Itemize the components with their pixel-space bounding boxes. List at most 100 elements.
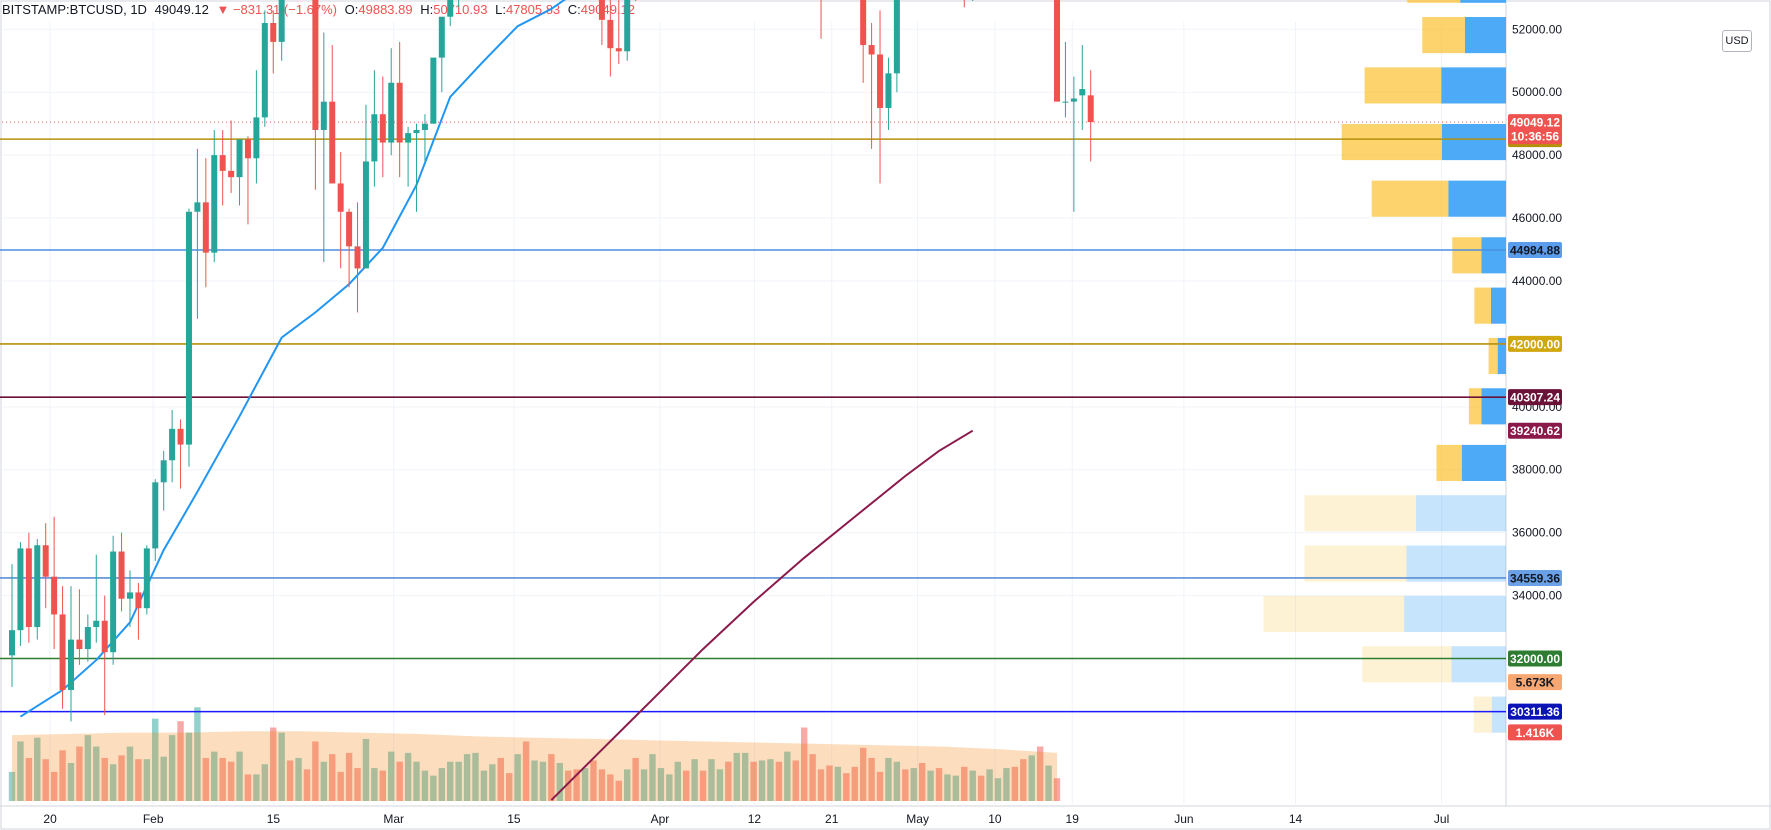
candle-body[interactable] [67, 639, 74, 690]
candle-body[interactable] [388, 82, 395, 143]
candle-body[interactable] [169, 428, 176, 461]
candle-body[interactable] [118, 551, 125, 599]
candle-body[interactable] [438, 16, 445, 58]
time-tick-label: 14 [1289, 812, 1303, 826]
volume-profile-sell-bar [1497, 337, 1506, 375]
candle-body[interactable] [607, 19, 614, 49]
candle-body[interactable] [34, 545, 41, 628]
candle-body[interactable] [194, 202, 201, 212]
candle-body[interactable] [598, 0, 605, 20]
candle-body[interactable] [346, 211, 353, 247]
candle-body[interactable] [25, 548, 32, 628]
candle-body[interactable] [143, 548, 150, 609]
candle-body[interactable] [893, 0, 900, 74]
candle-body[interactable] [320, 101, 327, 130]
candle-body[interactable] [329, 101, 336, 184]
volume-profile-sell-bar [1404, 595, 1506, 633]
volume-bar [455, 761, 462, 801]
volume-bar [607, 774, 614, 801]
candle-body[interactable] [885, 73, 892, 108]
volume-bar [202, 757, 210, 801]
price-axis: 72000.0070000.0068000.0066000.0064000.00… [1512, 22, 1562, 665]
volume-bar [640, 769, 648, 801]
candle-body[interactable] [202, 202, 209, 253]
candle-body[interactable] [615, 48, 622, 52]
candle-body[interactable] [371, 114, 378, 162]
candle-body[interactable] [1062, 101, 1069, 103]
volume-bar [868, 757, 875, 801]
candle-body[interactable] [110, 551, 117, 653]
volume-bar [598, 769, 606, 801]
candle-body[interactable] [877, 54, 884, 108]
volume-bar [472, 752, 479, 801]
candle-body[interactable] [9, 630, 15, 656]
candle-body[interactable] [185, 211, 192, 445]
volume-bar [910, 768, 917, 801]
candle-body[interactable] [362, 161, 369, 269]
current-price-label: 49049.12 [1510, 116, 1560, 130]
candle-body[interactable] [228, 170, 235, 178]
volume-bar [1036, 746, 1044, 801]
candle-body[interactable] [244, 139, 251, 159]
candle-body[interactable] [447, 0, 454, 17]
candle-body[interactable] [396, 82, 403, 143]
volume-bar [118, 755, 125, 801]
level-price-label: 32000.00 [1510, 652, 1560, 666]
time-tick-label: 19 [1066, 812, 1080, 826]
candle-body[interactable] [1054, 0, 1060, 102]
candle-body[interactable] [270, 23, 277, 42]
volume-bar [152, 718, 159, 801]
volume-profile-buy-bar [1422, 17, 1465, 54]
candle-body[interactable] [354, 246, 361, 269]
candle-body[interactable] [219, 155, 226, 171]
candle-body[interactable] [868, 45, 875, 55]
candle-body[interactable] [624, 0, 631, 52]
high-label: H: [420, 2, 434, 17]
candle-body[interactable] [261, 23, 268, 118]
currency-badge[interactable]: USD [1722, 30, 1752, 52]
candle-body[interactable] [160, 460, 167, 483]
candle-body[interactable] [177, 428, 184, 445]
candle-body[interactable] [152, 482, 159, 549]
candle-body[interactable] [860, 0, 867, 46]
candle-body[interactable] [17, 548, 24, 631]
candle-body[interactable] [51, 576, 58, 615]
volume-profile-buy-bar [1452, 237, 1482, 274]
candle-body[interactable] [59, 614, 66, 690]
candle-body[interactable] [430, 57, 437, 124]
volume-profile-sell-bar [1460, 0, 1506, 3]
bar-countdown-label-bg [1508, 128, 1562, 145]
candle-body[interactable] [76, 639, 83, 650]
candle-body[interactable] [312, 0, 319, 130]
candle-body[interactable] [405, 133, 412, 143]
volume-bar [539, 761, 547, 801]
volume-bar [135, 759, 142, 801]
candle-body[interactable] [1087, 95, 1094, 123]
candle-body[interactable] [93, 620, 100, 628]
candle-body[interactable] [1079, 89, 1086, 96]
level-price-label: 40307.24 [1510, 391, 1560, 405]
candle-body[interactable] [126, 592, 133, 599]
candle-body[interactable] [236, 139, 243, 178]
candle-body[interactable] [84, 627, 91, 650]
symbol-label[interactable]: BITSTAMP:BTCUSD, 1D [2, 2, 147, 17]
candle-body[interactable] [421, 123, 428, 130]
candle-body[interactable] [413, 129, 420, 134]
volume-bar [944, 774, 951, 801]
volume-profile-buy-bar [1468, 388, 1482, 425]
candle-body[interactable] [211, 155, 218, 253]
volume-profile-buy-bar [1304, 545, 1407, 582]
volume-profile-sell-bar [1441, 67, 1506, 104]
volume-bar [977, 775, 985, 801]
volume-profile-buy-bar [1474, 287, 1491, 324]
candle-body[interactable] [1070, 98, 1077, 102]
candle-body[interactable] [379, 114, 386, 143]
candle-body[interactable] [42, 545, 49, 577]
candle-body[interactable] [253, 117, 260, 159]
candle-body[interactable] [101, 620, 108, 653]
candle-body[interactable] [278, 0, 285, 42]
candle-body[interactable] [337, 183, 344, 212]
candle-body[interactable] [135, 592, 142, 609]
